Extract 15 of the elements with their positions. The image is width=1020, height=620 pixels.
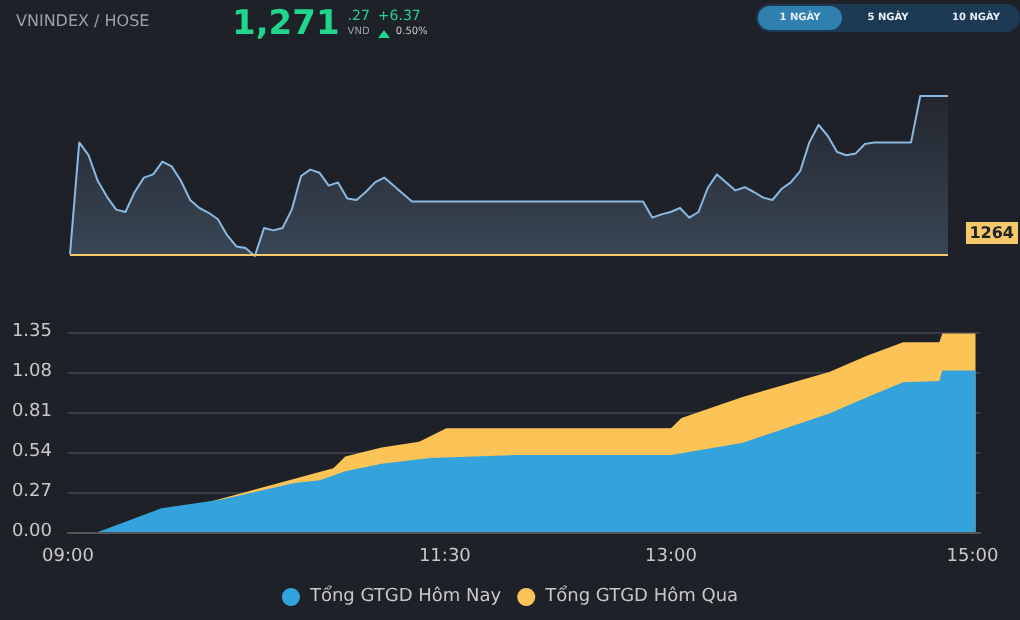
legend-label: Tổng GTGD Hôm Qua [543,585,739,607]
y-tick-label: 1.08 [11,362,53,382]
x-tick-label: 11:30 [418,547,472,567]
y-tick-label: 1.35 [11,322,52,342]
x-tick-label: 15:00 [946,547,999,567]
y-tick-label: 0.54 [11,442,53,462]
text: 1,271 [232,4,340,44]
y-tick-label: 0.00 [11,522,53,542]
legend-label: Tổng GTGD Hôm Nay [307,585,503,607]
x-tick-label: 13:00 [645,547,698,567]
y-tick-label: 0.81 [11,402,52,422]
y-tick-label: 0.27 [11,482,52,502]
x-tick-label: 09:00 [42,547,95,567]
text: 1264 [965,222,1018,244]
chart-title: VNINDEX / HOSE [16,12,150,30]
